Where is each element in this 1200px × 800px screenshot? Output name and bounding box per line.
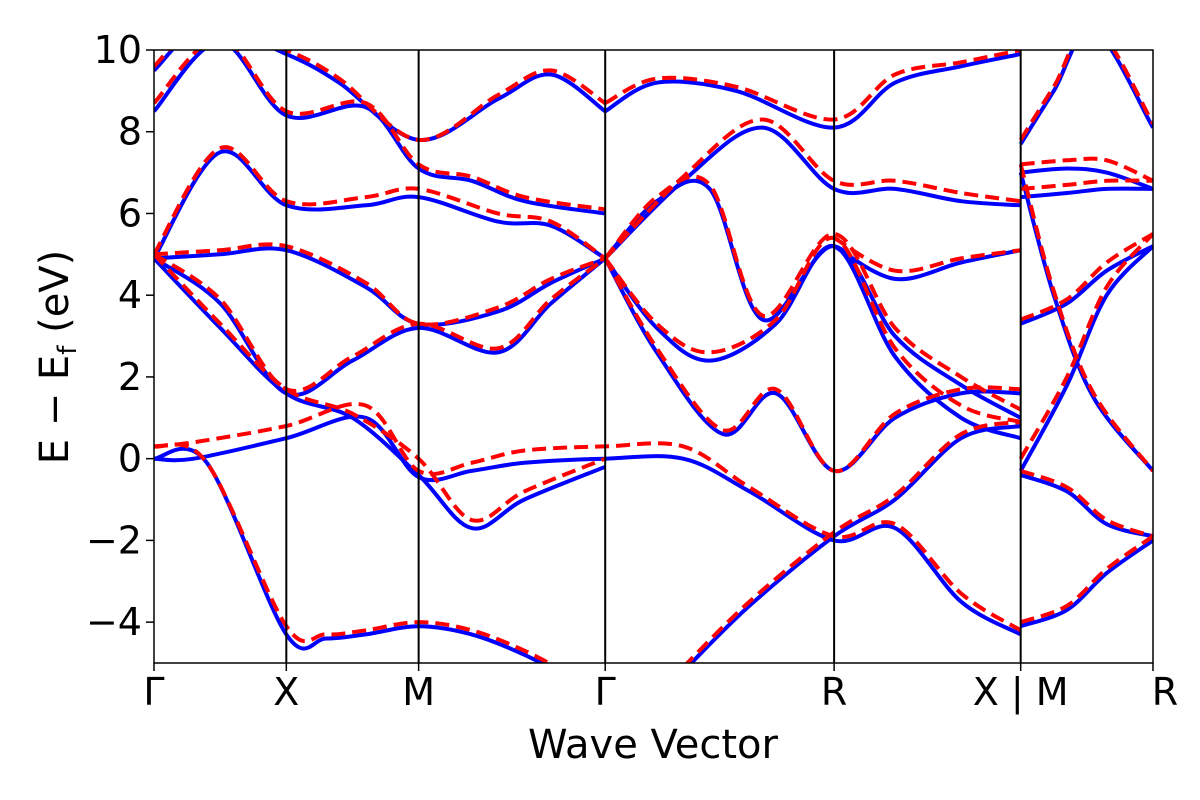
dashed-band-line-3 (154, 252, 607, 393)
solid-band-line-15 (1018, 172, 1153, 473)
y-tick-label: −2 (86, 518, 142, 562)
solid-band-line-22 (1018, 50, 1153, 146)
y-axis-title: E − Ef (eV) (32, 250, 83, 465)
y-tick-label: 4 (118, 273, 142, 317)
x-tick-label: Γ (143, 670, 164, 714)
x-axis-title: Wave Vector (528, 722, 779, 768)
dashed-band-line-22 (1019, 50, 1153, 141)
y-tick-label: 2 (118, 355, 142, 399)
dashed-band-line-13 (833, 236, 1021, 274)
solid-band-line-1 (154, 414, 1022, 637)
y-axis-title-subscript: f (53, 345, 83, 355)
dashed-band-line-12 (604, 50, 1022, 122)
x-tick-label: X | M (973, 670, 1069, 715)
dashed-band-line-21 (1020, 156, 1153, 183)
dashed-band-line-17 (1019, 232, 1153, 322)
x-tick-label: R (1152, 670, 1178, 714)
dashed-band-line-2 (154, 252, 606, 523)
dashed-band-line-15 (1018, 163, 1153, 473)
dashed-band-line-16 (1018, 232, 1153, 460)
solid-band-line-14 (688, 424, 1022, 663)
x-tick-label: X (273, 670, 299, 714)
solid-band-line-9 (603, 244, 1022, 441)
dashed-band-line-0 (154, 442, 553, 663)
dashed-band-line-1 (154, 402, 1022, 633)
solid-band-line-4 (154, 246, 607, 327)
dashed-band-line-6 (154, 50, 606, 212)
solid-band-line-19 (1020, 538, 1153, 629)
dashed-band-line-18 (1020, 469, 1153, 539)
dashed-band-line-11 (603, 117, 1021, 260)
high-symmetry-lines (285, 50, 1022, 663)
dashed-band-line-9 (603, 235, 1022, 424)
bands-layer (154, 50, 1153, 663)
solid-band-line-20 (1020, 186, 1153, 200)
solid-band-line-11 (603, 125, 1021, 260)
solid-band-line-3 (154, 256, 607, 397)
dashed-band-line-5 (154, 145, 607, 261)
y-tick-label: 0 (118, 437, 142, 481)
y-tick-label: 8 (118, 110, 142, 154)
x-axis-ticks: Γ X M Γ R X | M R (143, 663, 1178, 715)
dashed-band-line-4 (154, 242, 606, 327)
x-tick-label: Γ (595, 670, 616, 714)
dashed-band-line-7 (154, 50, 607, 142)
plot-frame (153, 49, 1154, 664)
solid-band-line-2 (154, 257, 606, 531)
y-tick-label: 6 (118, 191, 142, 235)
y-tick-label: −4 (86, 600, 142, 644)
dashed-band-line-14 (684, 419, 1022, 663)
dashed-band-line-8 (603, 257, 1021, 473)
y-axis-ticks: −4 −2 0 2 4 6 8 10 (86, 28, 154, 644)
solid-band-line-16 (1018, 244, 1153, 472)
solid-band-line-10 (603, 178, 1022, 420)
dashed-band-line-19 (1020, 534, 1153, 625)
x-tick-label: R (821, 670, 847, 714)
solid-band-line-5 (154, 149, 607, 261)
solid-band-line-7 (154, 50, 607, 142)
solid-band-line-6 (154, 50, 606, 216)
y-axis-title-main: E − E (32, 355, 78, 465)
y-tick-label: 10 (94, 28, 142, 72)
dashed-band-line-10 (603, 174, 1022, 412)
y-axis-title-unit: (eV) (32, 250, 78, 346)
x-tick-label: M (402, 670, 435, 714)
dashed-band-line-20 (1020, 178, 1153, 191)
